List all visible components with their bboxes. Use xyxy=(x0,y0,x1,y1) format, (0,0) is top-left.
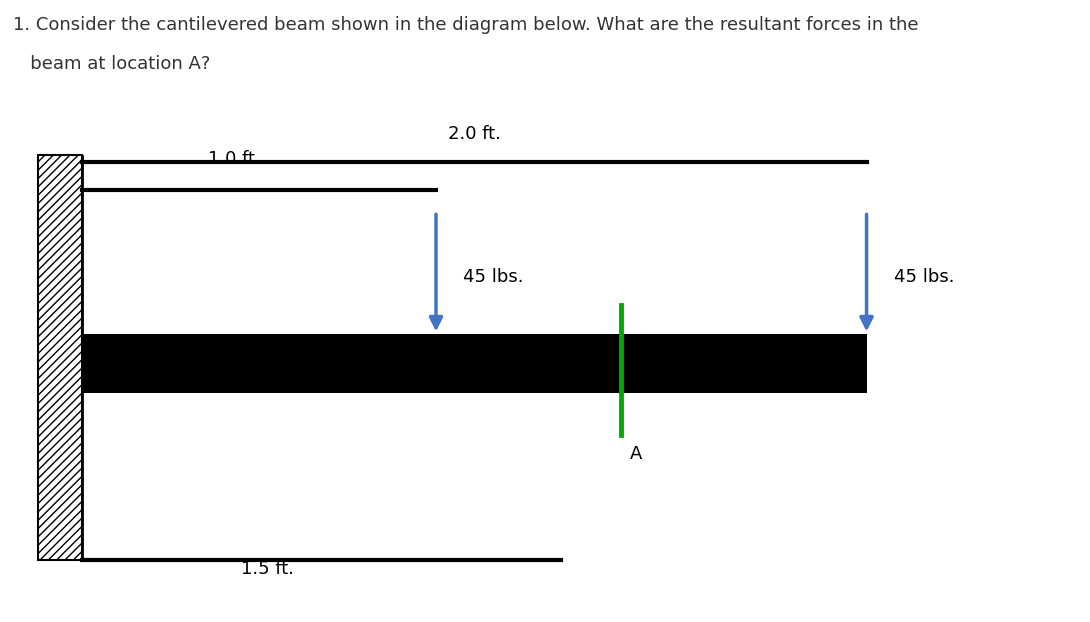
Text: 1.5 ft.: 1.5 ft. xyxy=(241,560,293,578)
Bar xyxy=(38,156,82,560)
Text: 1. Consider the cantilevered beam shown in the diagram below. What are the resul: 1. Consider the cantilevered beam shown … xyxy=(13,16,919,34)
Bar xyxy=(82,335,867,394)
Text: A: A xyxy=(630,445,642,463)
Text: 45 lbs.: 45 lbs. xyxy=(463,268,524,285)
Text: 1.0 ft.: 1.0 ft. xyxy=(208,150,261,167)
Text: 2.0 ft.: 2.0 ft. xyxy=(448,125,500,142)
Text: beam at location A?: beam at location A? xyxy=(13,55,210,73)
Text: 45 lbs.: 45 lbs. xyxy=(894,268,955,285)
